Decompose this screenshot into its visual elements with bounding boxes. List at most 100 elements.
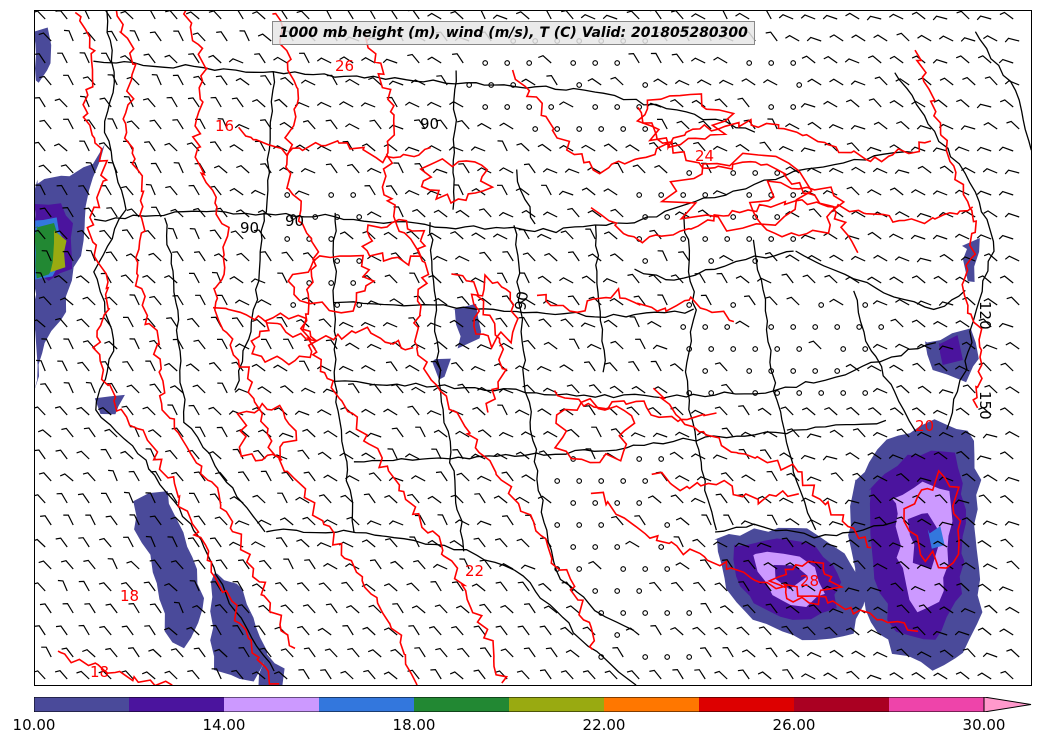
wind-barb [188,404,200,416]
wind-barb [320,669,332,680]
boundary-line [452,70,458,210]
calm-wind-marker [284,236,291,242]
boundary-line [594,225,606,373]
temperature-contour [115,11,296,650]
calm-wind-marker [636,588,643,594]
wind-barb [341,581,354,592]
wind-barb [873,563,888,570]
wind-barb [983,35,998,42]
calm-wind-marker [664,610,671,616]
wind-barb [493,495,508,504]
wind-barb [209,229,222,240]
calm-wind-marker [576,478,583,484]
wind-barb [588,384,602,394]
wind-barb [275,582,288,592]
wind-barb [521,474,536,482]
wind-barb [982,433,998,439]
wind-barb [455,209,470,218]
wind-barb [888,13,904,20]
wind-barb [584,361,596,372]
wind-barb [521,78,536,86]
wind-barb [55,449,68,460]
wind-barb [916,257,932,263]
wind-barb [455,342,470,350]
wind-barb [670,494,684,504]
wind-barb [669,451,684,460]
wind-barb [917,385,932,394]
wind-barb [215,75,228,86]
wind-barb [938,521,954,527]
wind-barb [764,252,778,262]
wind-barb [361,143,376,152]
wind-barb [917,34,932,42]
wind-barb [696,476,712,482]
calm-wind-marker [598,522,605,528]
wind-barb [348,383,360,394]
wind-barb [54,406,68,416]
wind-barb [585,448,596,460]
wind-barb [480,647,492,658]
colorbar-tick-label: 18.00 [392,716,436,734]
wind-barb [296,582,310,592]
wind-barb [911,407,926,416]
calm-wind-marker [862,346,869,352]
wind-barb [260,251,272,262]
calm-wind-marker [620,610,627,616]
wind-barb [916,651,932,658]
wind-barb [735,320,750,328]
wind-barb [216,294,228,306]
wind-barb [786,428,800,438]
wind-barb [55,537,68,548]
wind-barb [846,142,860,152]
wind-barb [216,338,228,350]
wind-barb [712,145,728,152]
temperature-contour [451,273,508,413]
wind-barb [612,162,624,174]
boundary-line [333,341,936,399]
boundary-line [332,212,355,533]
wind-barb [61,427,74,438]
calm-wind-marker [658,544,665,550]
calm-wind-marker [284,192,291,198]
wind-barb [807,254,822,262]
wind-barb [520,564,536,570]
wind-barb [123,491,134,504]
wind-barb [954,233,970,240]
wind-barb [104,340,118,350]
wind-barb [187,669,200,680]
wind-barb [171,471,184,482]
wind-barb [99,625,112,636]
wind-barb [215,471,228,482]
wind-barb [234,520,250,526]
wind-barb [273,671,288,680]
wind-barb [304,559,316,570]
wind-barb [234,299,250,306]
calm-wind-marker [878,324,885,330]
wind-barb [497,140,508,152]
wind-barb [844,499,860,505]
wind-barb [409,272,420,284]
boundary-line [715,520,897,539]
wind-barb [172,74,184,86]
wind-barb [767,514,778,526]
wind-barb [231,97,244,108]
colorbar-bin [224,697,320,712]
wind-barb [324,648,338,658]
wind-barb [523,647,536,658]
wind-barb [932,147,948,153]
wind-barb [38,32,52,42]
wind-barb [939,253,954,262]
wind-barb [515,496,530,504]
wind-barb [164,275,178,284]
wind-barb [428,626,442,636]
calm-wind-marker [686,302,693,308]
wind-barb [414,647,426,658]
wind-barb [79,52,90,64]
wind-barb [889,496,904,504]
wind-barb [404,146,420,152]
wind-barb [844,58,860,64]
wind-barb [829,429,844,438]
wind-barb [889,364,904,372]
wind-barb [56,184,68,196]
wind-barb [339,231,354,240]
